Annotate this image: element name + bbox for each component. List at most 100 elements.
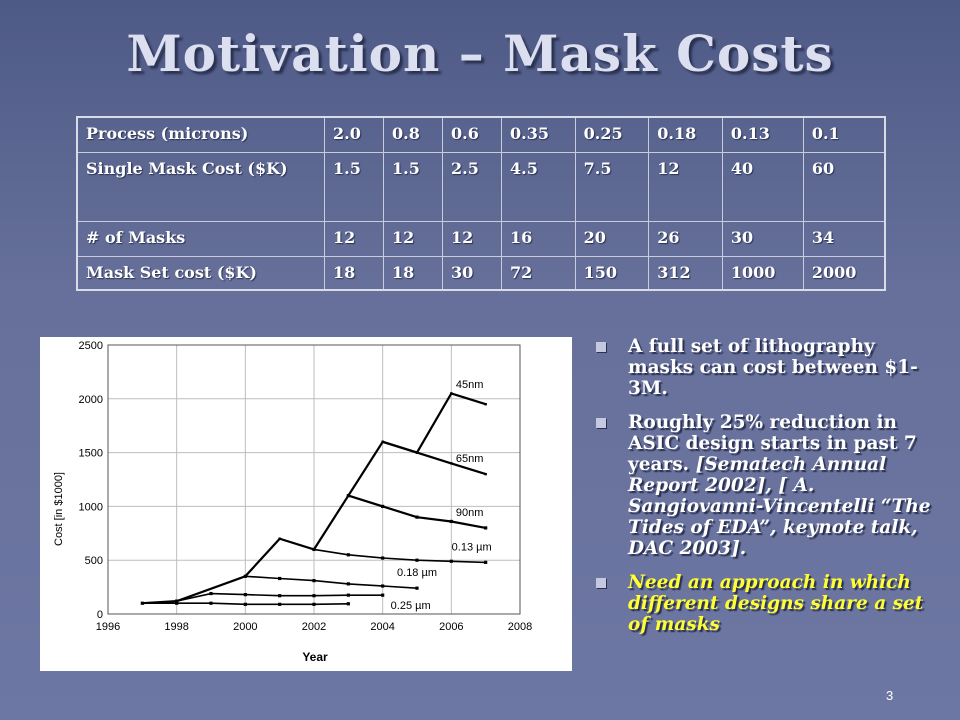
data-point bbox=[243, 574, 247, 578]
data-point bbox=[381, 584, 385, 588]
data-point bbox=[415, 586, 419, 590]
bullet-text: A full set of lithography masks can cost… bbox=[628, 336, 918, 399]
row-header: Process (microns) bbox=[76, 116, 325, 153]
data-point bbox=[312, 579, 316, 583]
data-point bbox=[346, 553, 350, 557]
table-cell: 30 bbox=[442, 256, 502, 291]
table-cell: 0.13 bbox=[721, 116, 804, 153]
table-cell: 0.18 bbox=[648, 116, 723, 153]
table-cell: 12 bbox=[442, 221, 502, 257]
series-line bbox=[382, 440, 487, 476]
table-cell: 12 bbox=[324, 221, 384, 257]
y-axis-label: Cost [in $1000] bbox=[53, 472, 65, 546]
data-point bbox=[278, 594, 282, 598]
x-tick-label: 1998 bbox=[164, 621, 188, 633]
data-point bbox=[381, 504, 385, 508]
bullet-list: A full set of lithography masks can cost… bbox=[594, 336, 944, 648]
x-tick-label: 2004 bbox=[370, 621, 394, 633]
x-tick-label: 2006 bbox=[439, 621, 463, 633]
table-cell: 60 bbox=[802, 152, 886, 222]
table-row: Mask Set cost ($K) 18 18 30 72 150 312 1… bbox=[76, 256, 886, 291]
series-line bbox=[245, 575, 418, 589]
table-cell: 1000 bbox=[721, 256, 804, 291]
y-tick-label: 0 bbox=[97, 609, 103, 621]
table-cell: 0.35 bbox=[501, 116, 576, 153]
data-point bbox=[312, 602, 316, 606]
data-point bbox=[346, 494, 350, 498]
table-cell: 0.6 bbox=[442, 116, 502, 153]
x-tick-label: 2008 bbox=[508, 621, 532, 633]
series-label: 45nm bbox=[456, 379, 484, 391]
table-cell: 12 bbox=[648, 152, 723, 222]
table-cell: 1.5 bbox=[324, 152, 384, 222]
table-cell: 16 bbox=[501, 221, 576, 257]
x-tick-label: 2000 bbox=[233, 621, 257, 633]
mask-cost-chart: 45nm 65nm 90nm 0.13 µm 0.18 µm 0.25 µm 0 500 10… bbox=[40, 337, 572, 671]
data-point bbox=[381, 593, 385, 597]
data-point bbox=[415, 515, 419, 519]
data-point bbox=[484, 560, 488, 564]
mask-cost-table: Process (microns) 2.0 0.8 0.6 0.35 0.25 … bbox=[76, 116, 886, 291]
x-tick-label: 2002 bbox=[302, 621, 326, 633]
table-cell: 312 bbox=[648, 256, 723, 291]
data-point bbox=[175, 601, 179, 605]
row-header: Mask Set cost ($K) bbox=[76, 256, 325, 291]
data-point bbox=[484, 472, 487, 476]
data-point bbox=[415, 451, 419, 454]
data-point bbox=[346, 582, 350, 586]
bullet-item-highlight: Need an approach in which different desi… bbox=[594, 572, 944, 635]
chart-series: 45nm 65nm 90nm 0.13 µm 0.18 µm 0.25 µm bbox=[140, 379, 492, 612]
data-point bbox=[484, 402, 487, 406]
table-cell: 30 bbox=[721, 221, 804, 257]
slide-number: 3 bbox=[886, 688, 894, 703]
data-point bbox=[450, 392, 453, 395]
table-row: # of Masks 12 12 12 16 20 26 30 34 bbox=[76, 221, 886, 257]
table-cell: 150 bbox=[574, 256, 650, 291]
table-cell: 2.5 bbox=[442, 152, 502, 222]
table-row: Process (microns) 2.0 0.8 0.6 0.35 0.25 … bbox=[76, 116, 886, 153]
data-point bbox=[209, 601, 213, 605]
y-tick-label: 500 bbox=[85, 555, 103, 567]
data-point bbox=[312, 547, 316, 552]
data-point bbox=[381, 440, 384, 444]
table-cell: 2000 bbox=[802, 256, 886, 291]
y-tick-label: 1000 bbox=[79, 501, 103, 513]
bullet-citation: [Sematech Annual Report 2002], [ A. Sang… bbox=[628, 454, 931, 559]
y-tick-label: 2000 bbox=[79, 394, 103, 406]
x-axis-label: Year bbox=[302, 650, 328, 664]
data-point bbox=[450, 462, 453, 465]
data-point bbox=[278, 576, 282, 581]
data-point bbox=[278, 537, 281, 540]
slide-title: Motivation – Mask Costs bbox=[126, 24, 834, 83]
data-point bbox=[175, 599, 179, 603]
table-cell: 72 bbox=[501, 256, 576, 291]
data-point bbox=[449, 519, 453, 524]
bullet-item: Roughly 25% reduction in ASIC design sta… bbox=[594, 412, 944, 559]
series-label: 90nm bbox=[456, 507, 484, 519]
y-tick-label: 1500 bbox=[79, 448, 103, 460]
bullet-text: Roughly 25% reduction in ASIC design sta… bbox=[628, 412, 917, 475]
data-point bbox=[381, 556, 385, 560]
table-cell: 0.1 bbox=[802, 116, 886, 153]
y-tick-label: 2500 bbox=[79, 340, 103, 352]
table-cell: 1.5 bbox=[383, 152, 443, 222]
series-label: 0.25 µm bbox=[391, 600, 431, 612]
x-tick-label: 1996 bbox=[96, 621, 120, 633]
data-point bbox=[243, 593, 247, 597]
table-cell: 2.0 bbox=[324, 116, 384, 153]
table-cell: 12 bbox=[383, 221, 443, 257]
table-cell: 4.5 bbox=[501, 152, 576, 222]
data-point bbox=[346, 593, 350, 597]
table-cell: 20 bbox=[574, 221, 650, 257]
table-row: Single Mask Cost ($K) 1.5 1.5 2.5 4.5 7.… bbox=[76, 152, 886, 222]
bullet-text: Need an approach in which different desi… bbox=[628, 572, 924, 635]
data-point bbox=[449, 559, 453, 563]
table-cell: 7.5 bbox=[574, 152, 650, 222]
bullet-item: A full set of lithography masks can cost… bbox=[594, 336, 944, 399]
data-point bbox=[346, 602, 350, 606]
row-header: # of Masks bbox=[76, 221, 325, 257]
table-cell: 40 bbox=[721, 152, 804, 222]
chart-grid bbox=[107, 344, 521, 615]
data-point bbox=[243, 602, 247, 606]
data-point bbox=[484, 526, 488, 530]
